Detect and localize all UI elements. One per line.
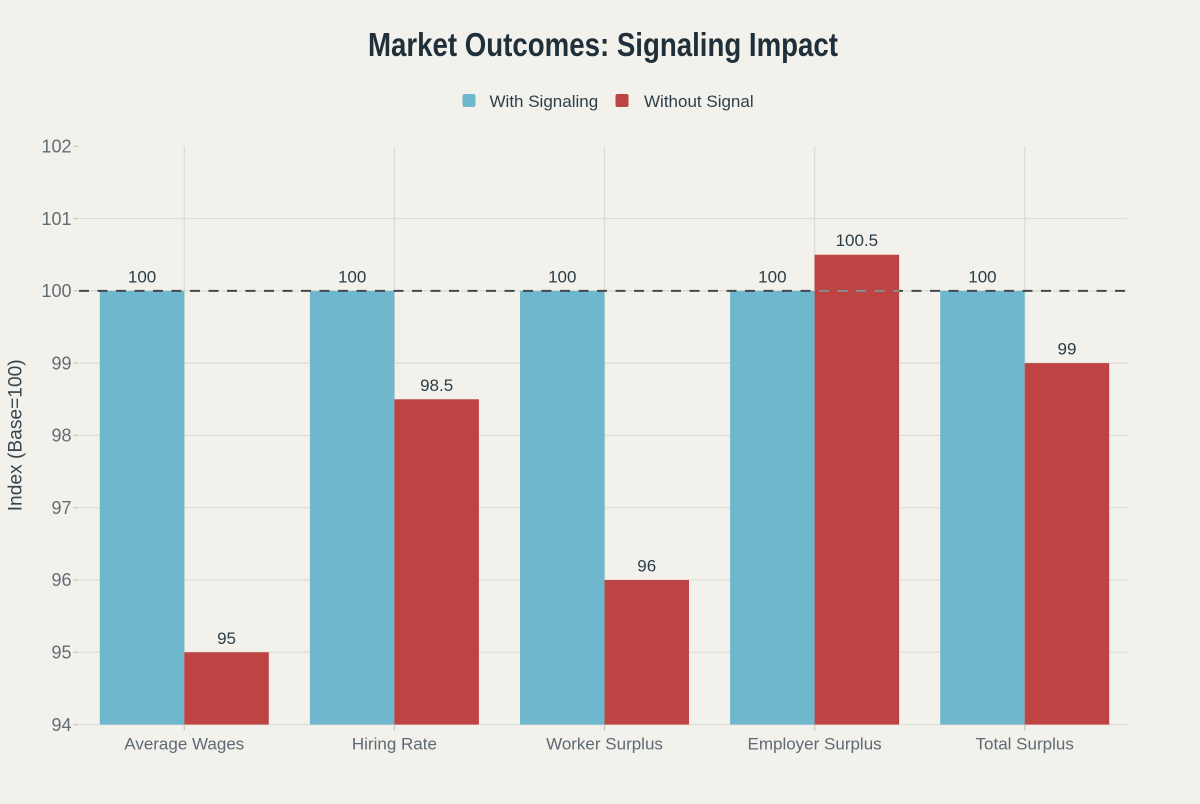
svg-text:Without Signal: Without Signal <box>644 92 754 111</box>
svg-text:Hiring Rate: Hiring Rate <box>352 735 437 754</box>
svg-text:Employer Surplus: Employer Surplus <box>748 735 882 754</box>
svg-text:97: 97 <box>51 498 71 518</box>
svg-text:100: 100 <box>338 267 366 286</box>
svg-text:100: 100 <box>758 267 786 286</box>
svg-text:95: 95 <box>51 642 71 662</box>
svg-text:Total Surplus: Total Surplus <box>976 735 1074 754</box>
svg-text:Market Outcomes: Signaling Imp: Market Outcomes: Signaling Impact <box>368 26 838 63</box>
svg-text:96: 96 <box>51 570 71 590</box>
svg-text:100: 100 <box>41 281 71 301</box>
svg-text:96: 96 <box>637 557 656 576</box>
svg-text:100: 100 <box>968 267 996 286</box>
svg-text:100: 100 <box>128 267 156 286</box>
svg-text:100: 100 <box>548 267 576 286</box>
svg-text:101: 101 <box>41 209 71 229</box>
svg-text:102: 102 <box>41 136 71 156</box>
svg-text:With Signaling: With Signaling <box>490 92 599 111</box>
svg-text:98.5: 98.5 <box>420 376 453 395</box>
svg-text:99: 99 <box>1057 340 1076 359</box>
svg-text:Average Wages: Average Wages <box>124 735 244 754</box>
svg-text:99: 99 <box>51 353 71 373</box>
svg-text:100.5: 100.5 <box>836 231 879 250</box>
svg-text:Index (Base=100): Index (Base=100) <box>6 359 27 511</box>
svg-text:Worker Surplus: Worker Surplus <box>546 735 663 754</box>
svg-text:95: 95 <box>217 629 236 648</box>
svg-text:94: 94 <box>51 715 71 735</box>
svg-text:98: 98 <box>51 426 71 446</box>
